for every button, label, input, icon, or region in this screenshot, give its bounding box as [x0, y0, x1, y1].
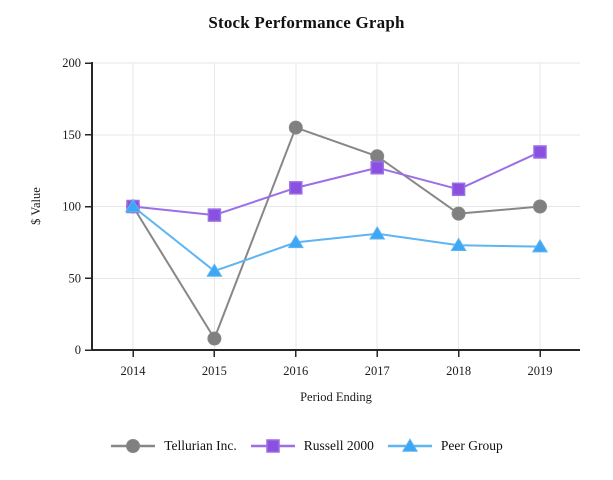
x-tick-label: 2019 [528, 364, 553, 378]
y-tick-label: 100 [62, 200, 81, 214]
legend-label-russell-2000: Russell 2000 [303, 438, 374, 453]
y-axis-label: $ Value [29, 187, 43, 225]
data-point-marker-russell-2000 [289, 181, 303, 195]
data-point-marker-tellurian-inc [207, 331, 222, 346]
series-layer [124, 120, 549, 346]
y-tick-label: 0 [75, 343, 81, 357]
data-point-marker-russell-2000 [451, 182, 466, 197]
data-point-marker-tellurian-inc [370, 149, 385, 164]
axis-layer: 0 50 100 150 200 2014 2015 2016 2017 2018 2019 [62, 56, 580, 378]
data-point-marker-russell-2000 [207, 208, 222, 222]
y-tick-label: 150 [62, 128, 81, 142]
legend-item-russell-2000: Russell 2000 [250, 437, 374, 455]
legend-marker-russell-2000-icon [266, 439, 280, 453]
data-point-marker-tellurian-inc [288, 120, 303, 135]
legend: Tellurian Inc. Russell 2000 Peer Group [0, 433, 613, 459]
data-point-marker-peer-group [124, 198, 142, 213]
data-point-marker-peer-group [287, 234, 304, 249]
data-point-marker-peer-group [206, 263, 223, 277]
data-point-marker-peer-group [531, 238, 549, 253]
legend-swatch-russell-2000 [250, 439, 295, 453]
legend-label-tellurian-inc: Tellurian Inc. [164, 438, 237, 453]
data-point-marker-peer-group [369, 225, 386, 240]
x-tick-label: 2018 [446, 364, 471, 378]
series-line-tellurian-inc [132, 126, 541, 340]
x-axis-label: Period Ending [300, 390, 373, 404]
legend-swatch-peer-group [387, 438, 432, 452]
series-line-peer-group [132, 205, 541, 273]
data-point-marker-tellurian-inc [533, 199, 547, 214]
x-tick-label: 2017 [365, 364, 390, 378]
data-point-marker-russell-2000 [370, 161, 384, 175]
x-tick-label: 2016 [283, 364, 308, 378]
data-point-marker-tellurian-inc [451, 206, 466, 221]
y-tick-label: 200 [62, 56, 81, 70]
data-point-marker-peer-group [450, 237, 467, 251]
chart-title: Stock Performance Graph [208, 13, 405, 32]
legend-swatch-tellurian-inc [111, 439, 156, 453]
legend-marker-peer-group-icon [401, 438, 418, 452]
legend-label-peer-group: Peer Group [440, 438, 503, 453]
data-point-marker-russell-2000 [533, 145, 547, 159]
grid-layer [93, 62, 580, 350]
legend-item-peer-group: Peer Group [387, 437, 503, 455]
legend-marker-tellurian-inc-icon [126, 439, 141, 453]
legend-item-tellurian-inc: Tellurian Inc. [110, 437, 237, 455]
x-tick-label: 2014 [121, 364, 147, 378]
y-tick-label: 50 [69, 271, 82, 285]
x-tick-label: 2015 [202, 364, 227, 378]
series-line-russell-2000 [132, 151, 541, 217]
